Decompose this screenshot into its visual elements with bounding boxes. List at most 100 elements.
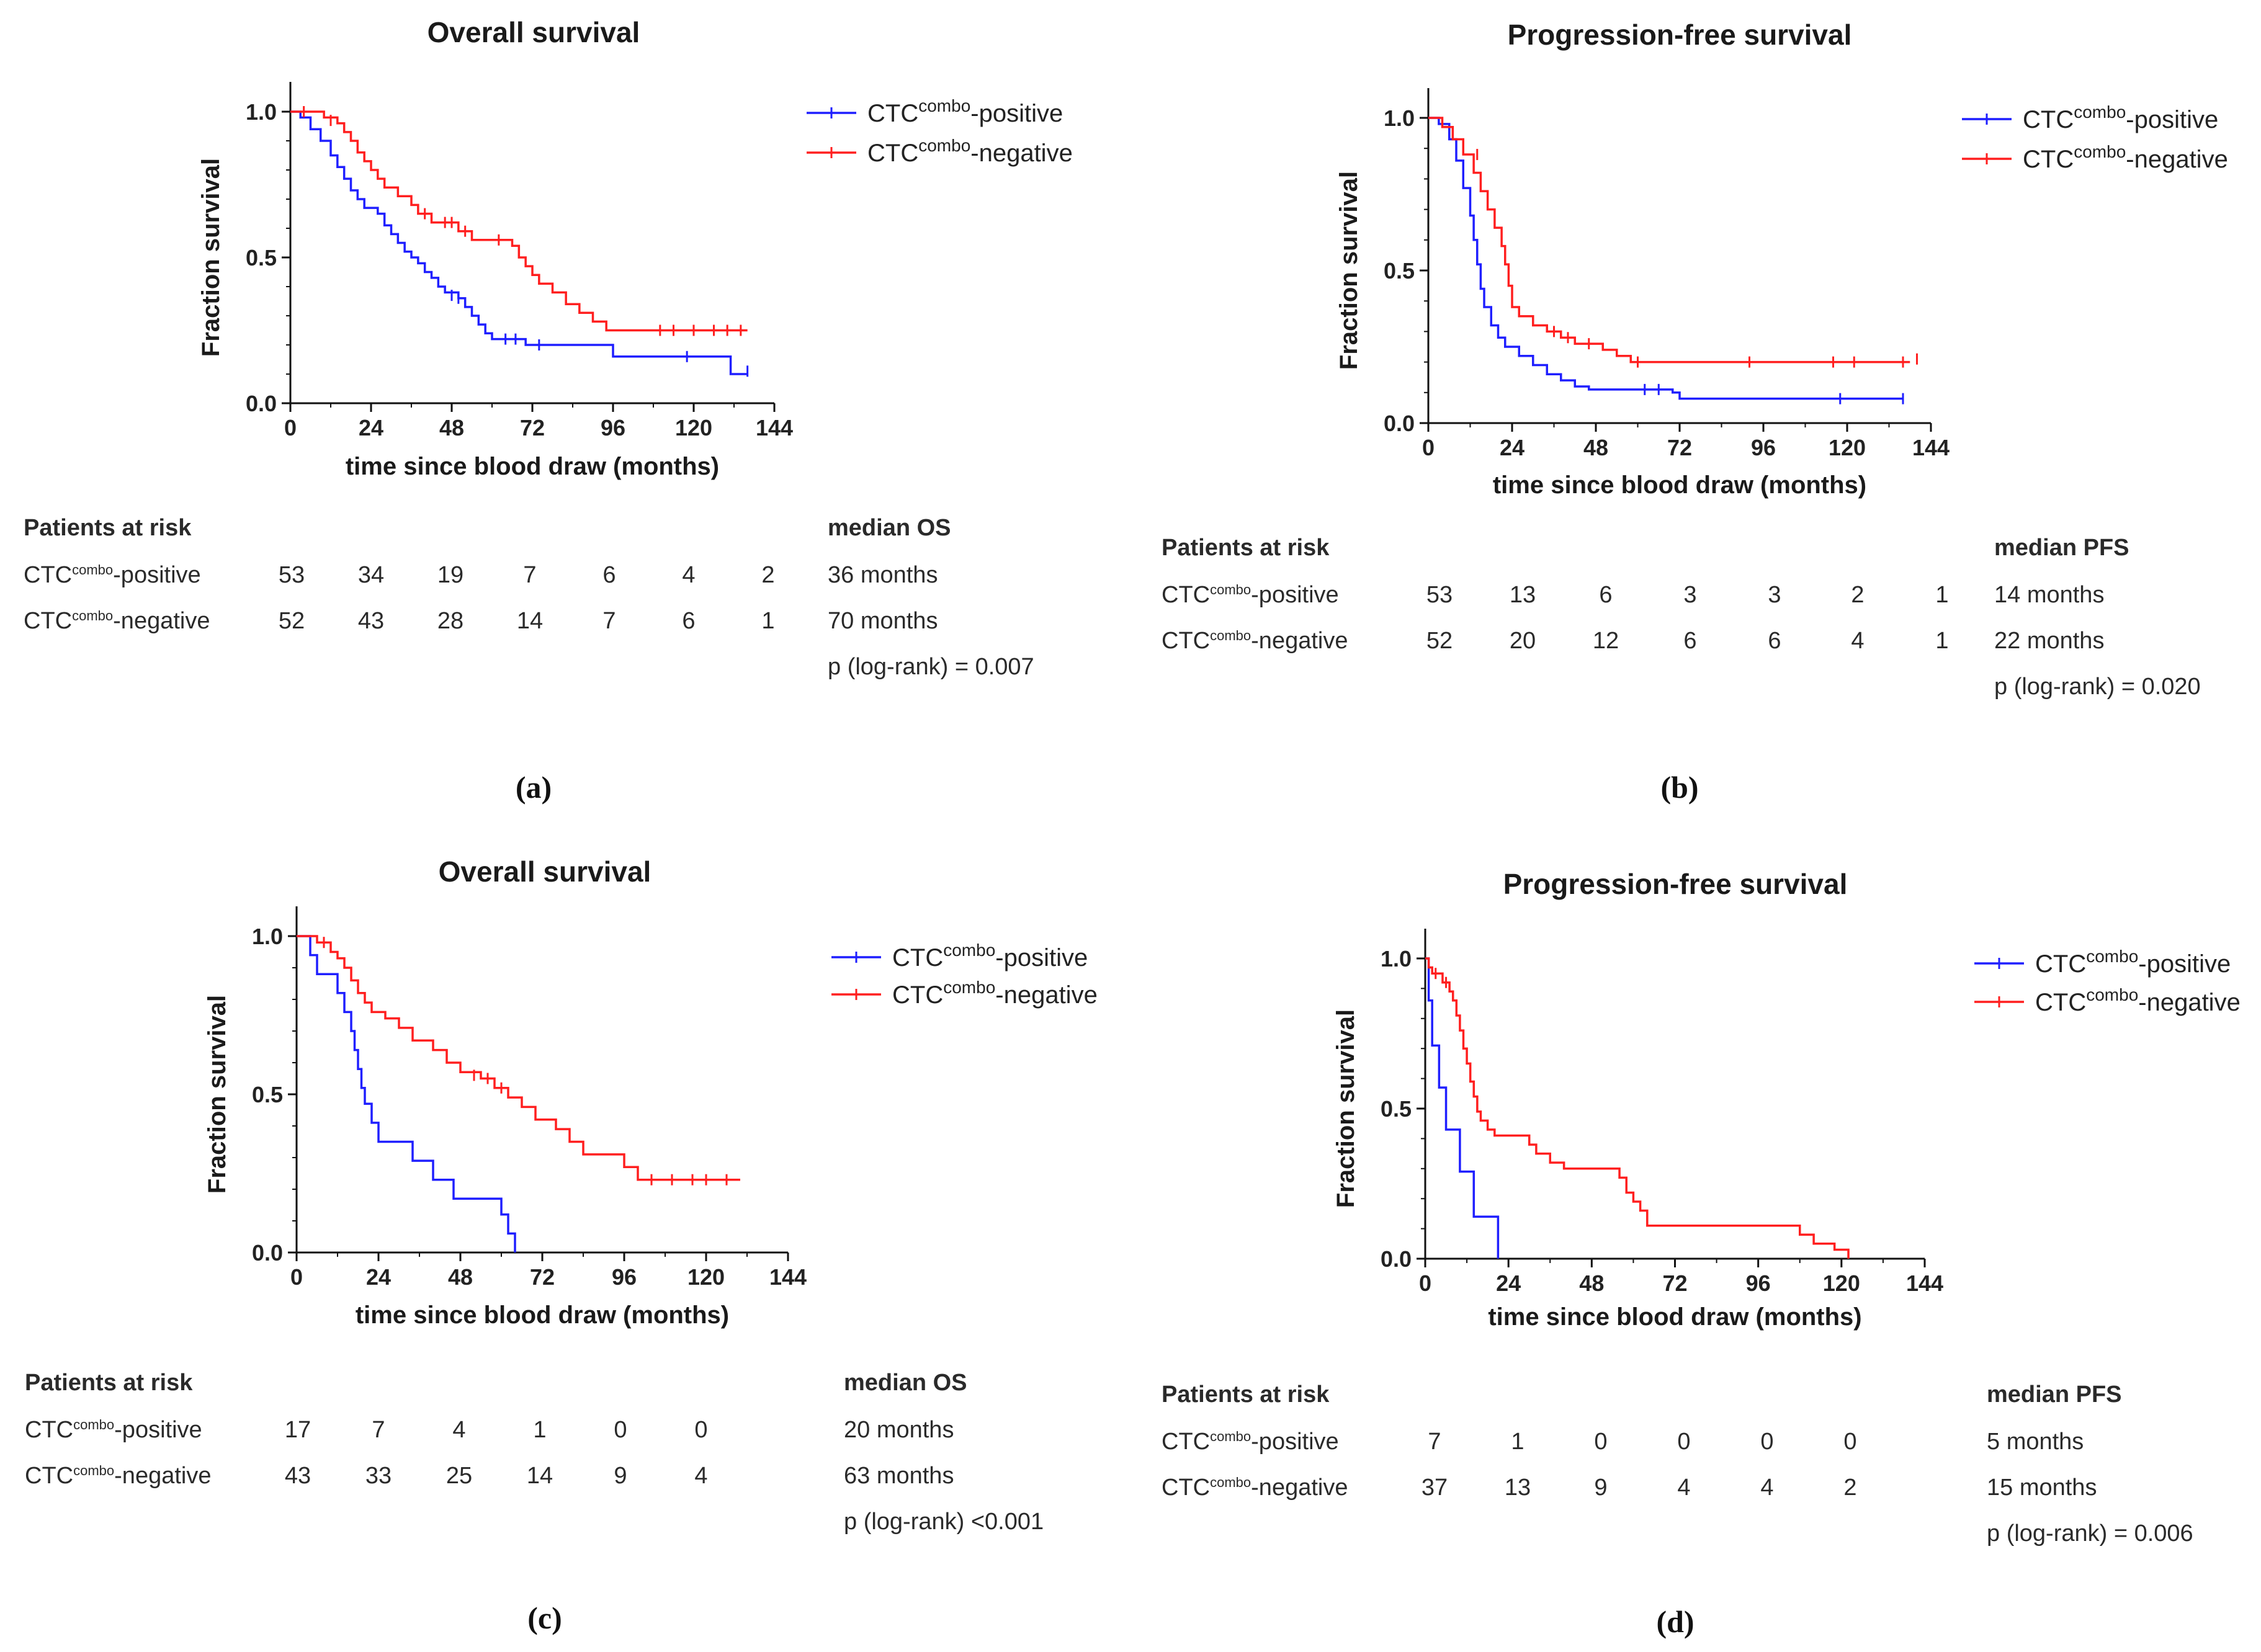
median-positive: 36 months — [828, 562, 938, 588]
risk-cell-positive: 7 — [372, 1417, 385, 1443]
risk-row-label-negative: CTCcombo-negative — [25, 1463, 212, 1489]
x-tick-label: 144 — [1906, 1270, 1943, 1296]
x-tick-label: 48 — [1583, 435, 1608, 460]
y-axis-label: Fraction survival — [1332, 1009, 1359, 1208]
risk-table-header: Patients at risk — [25, 1370, 193, 1396]
risk-cell-negative: 1 — [1935, 628, 1949, 654]
median-positive: 20 months — [844, 1417, 954, 1443]
y-tick-label: 1.0 — [246, 99, 277, 125]
risk-cell-positive: 6 — [602, 562, 616, 588]
risk-cell-negative: 33 — [365, 1463, 392, 1489]
x-tick-label: 72 — [520, 415, 545, 440]
series-negative-line — [297, 935, 740, 1181]
x-axis-label: time since blood draw (months) — [346, 453, 719, 480]
x-tick-label: 96 — [1746, 1270, 1771, 1296]
y-axis-label: Fraction survival — [204, 995, 231, 1194]
x-tick-label: 120 — [675, 415, 712, 440]
panel-label: (b) — [1660, 770, 1699, 805]
risk-cell-positive: 1 — [1935, 582, 1949, 608]
panel-label: (d) — [1656, 1604, 1695, 1639]
risk-cell-positive: 0 — [1594, 1429, 1608, 1455]
risk-cell-positive: 3 — [1768, 582, 1781, 608]
legend-positive: CTCcombo-positive — [2023, 102, 2218, 133]
y-tick-label: 0.5 — [246, 245, 277, 270]
median-header: median OS — [828, 515, 951, 541]
y-tick-label: 0.5 — [1384, 258, 1415, 284]
y-tick-label: 0.0 — [252, 1240, 283, 1266]
risk-table-header: Patients at risk — [1162, 1382, 1330, 1408]
risk-row-label-negative: CTCcombo-negative — [24, 608, 210, 634]
median-header: median PFS — [1987, 1382, 2122, 1408]
risk-cell-negative: 13 — [1504, 1475, 1531, 1501]
chart-title: Overall survival — [439, 855, 651, 888]
x-tick-label: 72 — [1667, 435, 1692, 460]
panel-d: Progression-free survival 0.0 0.5 1.0 0 24 48 7… — [1130, 826, 2261, 1651]
km-chart-b: Progression-free survival 0.0 0.5 1.0 0 24 48 7… — [1335, 19, 2228, 499]
risk-row-label-positive: CTCcombo-positive — [24, 562, 201, 588]
legend-negative: CTCcombo-negative — [892, 978, 1098, 1009]
risk-table-header: Patients at risk — [24, 515, 192, 541]
legend-negative: CTCcombo-negative — [867, 136, 1073, 167]
risk-cell-negative: 2 — [1843, 1475, 1857, 1501]
risk-cell-negative: 9 — [1594, 1475, 1608, 1501]
risk-cell-negative: 37 — [1421, 1475, 1448, 1501]
risk-cell-positive: 6 — [1599, 582, 1613, 608]
series-positive-line — [1425, 957, 1500, 1259]
x-tick-label: 24 — [1496, 1270, 1521, 1296]
risk-cell-positive: 53 — [1426, 582, 1453, 608]
x-tick-label: 0 — [1419, 1270, 1431, 1296]
series-negative-line — [1428, 117, 1910, 364]
p-value: p (log-rank) = 0.007 — [828, 654, 1034, 680]
risk-cell-negative: 20 — [1509, 628, 1536, 654]
risk-cell-negative: 4 — [1851, 628, 1865, 654]
median-negative: 63 months — [844, 1463, 954, 1489]
risk-row-label-positive: CTCcombo-positive — [1162, 582, 1339, 608]
x-tick-label: 96 — [612, 1264, 637, 1290]
series-positive-line — [1428, 117, 1903, 400]
risk-cell-negative: 7 — [602, 608, 616, 634]
risk-cell-negative: 9 — [614, 1463, 627, 1489]
risk-cell-positive: 13 — [1509, 582, 1536, 608]
median-negative: 70 months — [828, 608, 938, 634]
km-chart-c: Overall survival 0.0 0.5 1.0 0 24 48 72 96 120 144… — [204, 855, 1098, 1329]
risk-cell-positive: 0 — [1760, 1429, 1774, 1455]
risk-cell-negative: 52 — [1426, 628, 1453, 654]
median-header: median PFS — [1994, 535, 2129, 561]
p-value: p (log-rank) = 0.020 — [1994, 674, 2201, 700]
median-positive: 5 months — [1987, 1429, 2084, 1455]
median-negative: 22 months — [1994, 628, 2105, 654]
risk-cell-negative: 1 — [761, 608, 775, 634]
x-tick-label: 0 — [290, 1264, 303, 1290]
y-tick-label: 0.5 — [1381, 1096, 1412, 1122]
risk-cell-negative: 28 — [437, 608, 464, 634]
x-tick-label: 144 — [1912, 435, 1950, 460]
risk-cell-negative: 6 — [682, 608, 696, 634]
risk-cell-negative: 6 — [1768, 628, 1781, 654]
series-negative-line — [290, 110, 748, 332]
panel-label: (c) — [527, 1601, 562, 1635]
x-tick-label: 120 — [687, 1264, 725, 1290]
risk-cell-negative: 43 — [357, 608, 385, 634]
y-tick-label: 1.0 — [252, 924, 283, 949]
legend-negative: CTCcombo-negative — [2035, 985, 2241, 1016]
series-positive-line — [290, 110, 748, 375]
risk-cell-positive: 4 — [682, 562, 696, 588]
chart-title: Progression-free survival — [1503, 868, 1848, 900]
x-tick-label: 72 — [1662, 1270, 1687, 1296]
risk-cell-positive: 7 — [1428, 1429, 1441, 1455]
x-tick-label: 96 — [1751, 435, 1776, 460]
legend-negative: CTCcombo-negative — [2023, 142, 2228, 173]
risk-cell-positive: 0 — [614, 1417, 627, 1443]
risk-cell-positive: 17 — [284, 1417, 311, 1443]
risk-cell-positive: 19 — [437, 562, 464, 588]
risk-row-label-positive: CTCcombo-positive — [25, 1417, 202, 1443]
risk-cell-positive: 1 — [1511, 1429, 1524, 1455]
x-tick-label: 72 — [530, 1264, 555, 1290]
legend-positive: CTCcombo-positive — [867, 96, 1063, 127]
x-tick-label: 120 — [1823, 1270, 1860, 1296]
y-tick-label: 0.0 — [1384, 411, 1415, 436]
risk-cell-positive: 53 — [278, 562, 305, 588]
chart-title: Overall survival — [428, 16, 640, 48]
y-tick-label: 0.0 — [246, 391, 277, 416]
x-tick-label: 48 — [448, 1264, 473, 1290]
